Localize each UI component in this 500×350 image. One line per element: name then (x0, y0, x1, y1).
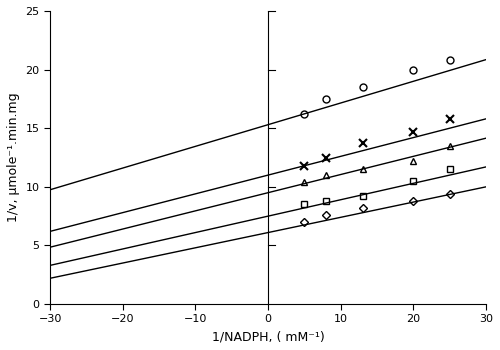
X-axis label: 1/NADPH, ( mM⁻¹): 1/NADPH, ( mM⁻¹) (212, 330, 324, 343)
Y-axis label: 1/v, μmole⁻¹.min.mg: 1/v, μmole⁻¹.min.mg (7, 93, 20, 222)
